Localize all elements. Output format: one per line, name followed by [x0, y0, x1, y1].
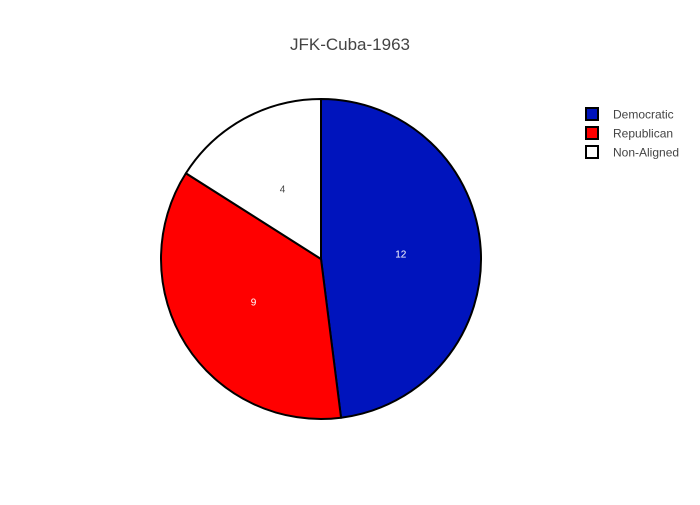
legend: Democratic Republican Non-Aligned — [585, 107, 679, 160]
legend-swatch — [585, 107, 599, 121]
pie-slice-non-aligned[interactable] — [184, 98, 322, 260]
pie-slice-republican[interactable] — [160, 172, 343, 420]
legend-item-non-aligned[interactable]: Non-Aligned — [585, 145, 679, 160]
slice-value-label: 4 — [280, 184, 286, 195]
legend-label: Non-Aligned — [613, 146, 679, 160]
legend-swatch — [585, 126, 599, 140]
legend-swatch — [585, 145, 599, 159]
legend-label: Democratic — [613, 108, 674, 122]
pie-slice-labels: 12 9 4 — [251, 184, 407, 308]
pie-slices — [160, 98, 483, 420]
slice-value-label: 12 — [395, 250, 407, 261]
pie-slice-democratic[interactable] — [320, 98, 483, 419]
chart-title: JFK-Cuba-1963 — [290, 35, 410, 54]
legend-label: Republican — [613, 127, 673, 141]
legend-item-republican[interactable]: Republican — [585, 126, 673, 141]
legend-item-democratic[interactable]: Democratic — [585, 107, 674, 122]
slice-value-label: 9 — [251, 297, 257, 308]
